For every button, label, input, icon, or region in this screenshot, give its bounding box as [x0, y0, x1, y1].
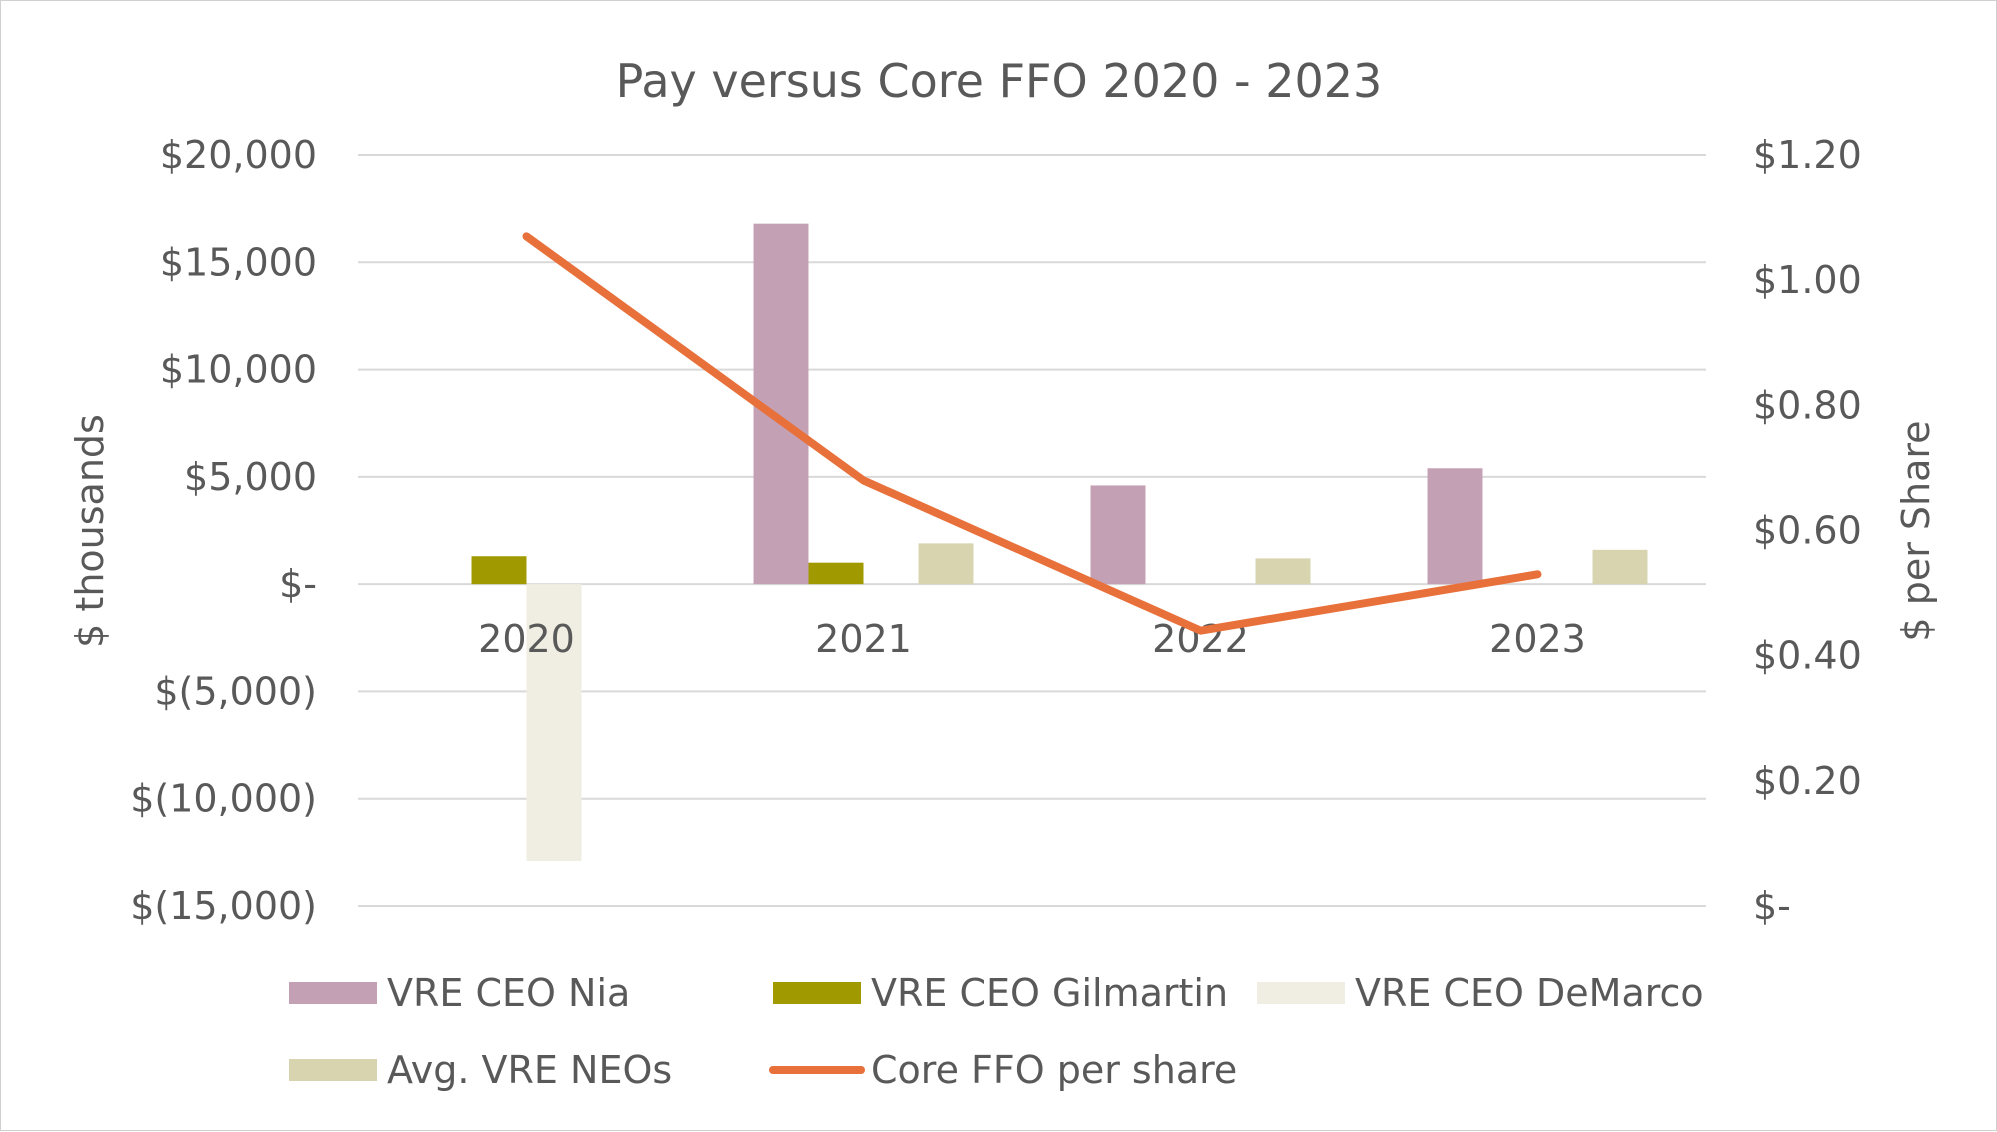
legend: VRE CEO Nia VRE CEO Gilmartin VRE CEO DeMa…	[289, 971, 1704, 1092]
y2-tick-label: $1.20	[1753, 133, 1862, 177]
legend-label-vre-ceo-nia: VRE CEO Nia	[387, 971, 630, 1015]
y-tick-label: $(10,000)	[130, 777, 317, 821]
y2-axis-title: $ per Share	[1894, 420, 1938, 641]
y2-tick-label: $-	[1753, 884, 1791, 928]
legend-label-vre-ceo-gilmartin: VRE CEO Gilmartin	[871, 971, 1228, 1015]
y-tick-label: $-	[279, 562, 317, 606]
y2-tick-label: $0.60	[1753, 509, 1862, 553]
bar-vre-ceo-gilmartin-2021	[809, 563, 864, 584]
legend-label-core-ffo-per-share: Core FFO per share	[871, 1048, 1237, 1092]
bar-avg-vre-neos-2023	[1593, 550, 1648, 584]
y2-tick-label: $0.20	[1753, 759, 1862, 803]
y-tick-label: $5,000	[184, 455, 317, 499]
y2-tick-label: $1.00	[1753, 258, 1862, 302]
y2-tick-label: $0.80	[1753, 383, 1862, 427]
x-tick-label: 2023	[1489, 617, 1586, 661]
bar-avg-vre-neos-2021	[919, 543, 974, 584]
y-tick-label: $10,000	[160, 348, 317, 392]
bar-vre-ceo-nia-2023	[1428, 468, 1483, 584]
bar-vre-ceo-nia-2022	[1091, 485, 1146, 584]
y2-tick-labels: $1.20 $1.00 $0.80 $0.60 $0.40 $0.20 $-	[1753, 133, 1862, 928]
legend-swatch-avg-vre-neos	[289, 1059, 377, 1081]
y-tick-labels: $20,000 $15,000 $10,000 $5,000 $- $(5,000) $(1…	[130, 133, 317, 928]
legend-label-vre-ceo-demarco: VRE CEO DeMarco	[1355, 971, 1704, 1015]
y-tick-label: $20,000	[160, 133, 317, 177]
x-tick-label: 2020	[478, 617, 575, 661]
y-tick-label: $(15,000)	[130, 884, 317, 928]
y2-tick-label: $0.40	[1753, 634, 1862, 678]
line-core-ffo-per-share	[527, 236, 1538, 630]
y-tick-label: $15,000	[160, 240, 317, 284]
legend-label-avg-vre-neos: Avg. VRE NEOs	[387, 1048, 672, 1092]
legend-swatch-vre-ceo-nia	[289, 982, 377, 1004]
chart-title: Pay versus Core FFO 2020 - 2023	[616, 54, 1383, 108]
x-tick-label: 2021	[815, 617, 912, 661]
line-group	[526, 236, 1537, 630]
legend-swatch-vre-ceo-demarco	[1257, 982, 1345, 1004]
legend-swatch-vre-ceo-gilmartin	[773, 982, 861, 1004]
bar-avg-vre-neos-2022	[1256, 558, 1311, 584]
y-tick-label: $(5,000)	[154, 669, 317, 713]
bar-vre-ceo-gilmartin-2020	[472, 556, 527, 584]
bars-group	[472, 224, 1648, 861]
y-axis-title: $ thousands	[68, 414, 112, 648]
